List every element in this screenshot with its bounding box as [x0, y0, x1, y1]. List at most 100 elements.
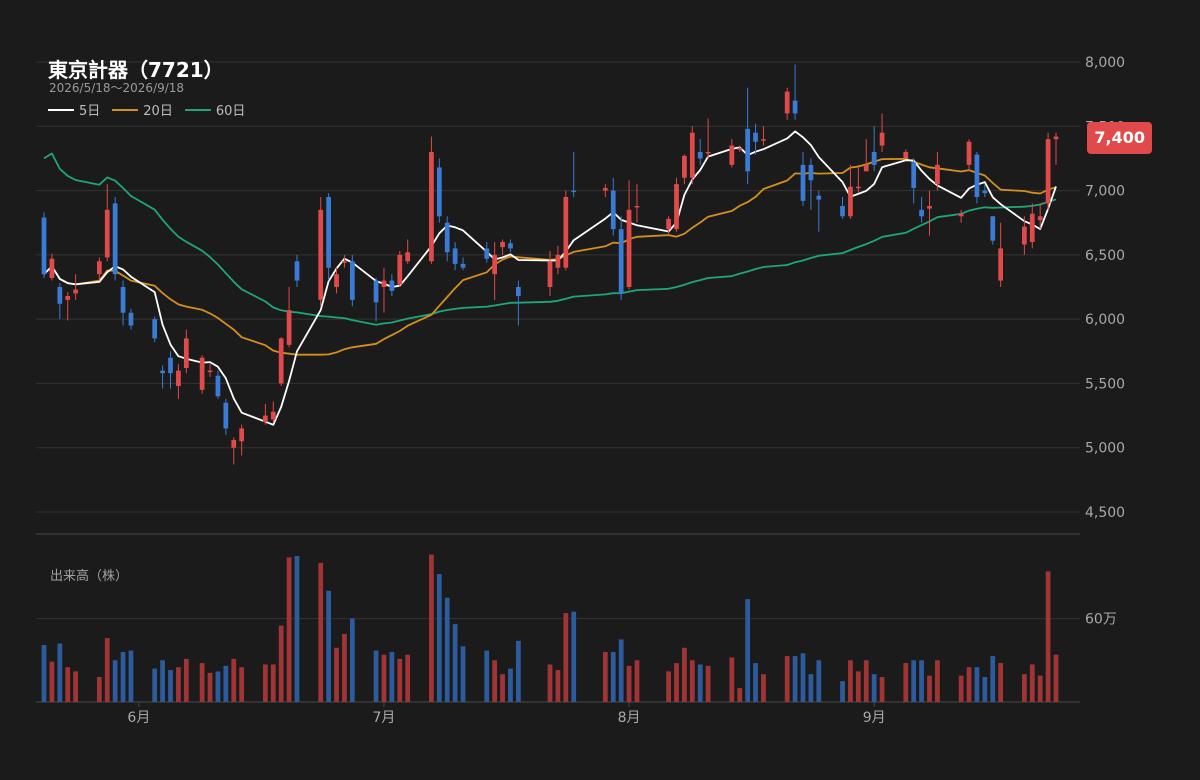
volume-bar — [974, 667, 980, 702]
volume-bar — [863, 660, 869, 702]
candle-body — [436, 167, 442, 217]
volume-bar — [168, 670, 173, 702]
volume-bar — [634, 660, 640, 702]
candle-body — [349, 261, 355, 300]
candle-body — [563, 197, 569, 268]
candle-body — [927, 206, 932, 209]
volume-bar — [318, 562, 324, 702]
candle-body — [682, 155, 687, 178]
candle-body — [855, 186, 861, 189]
volume-bar — [207, 672, 213, 702]
legend: 5日 20日 60日 — [48, 100, 245, 119]
price-tick-label: 6,500 — [1085, 248, 1125, 264]
legend-swatch-ma20 — [112, 108, 139, 111]
legend-item-ma5: 5日 — [48, 100, 100, 119]
volume-bar — [737, 688, 743, 702]
candle-body — [96, 261, 102, 275]
candle-body — [112, 203, 118, 275]
volume-bar — [508, 668, 513, 702]
candle-body — [263, 415, 268, 422]
candle-body — [958, 213, 964, 217]
legend-label-ma20: 20日 — [143, 104, 173, 119]
candle-body — [516, 287, 521, 296]
volume-panel-label: 出来高（株） — [50, 569, 129, 584]
candle-body — [784, 91, 790, 114]
candle-body — [571, 190, 577, 193]
candle-body — [863, 164, 869, 172]
volume-bar — [682, 647, 687, 702]
candle-body — [270, 411, 276, 420]
volume-bar — [405, 654, 411, 702]
volume-bar — [349, 618, 355, 702]
candle-body — [761, 139, 766, 141]
volume-bar — [626, 665, 632, 702]
candle-body — [484, 248, 490, 259]
volume-bar — [911, 660, 917, 702]
x-tick-label: 8月 — [618, 710, 641, 726]
volume-bar — [326, 590, 331, 702]
grid-layer — [36, 61, 1080, 703]
volume-bar — [903, 663, 909, 702]
volume-bar — [342, 633, 347, 702]
candle-body — [223, 402, 229, 429]
candle-body — [73, 289, 78, 294]
candle-body — [508, 243, 513, 249]
last-price-badge: 7,400 — [1087, 122, 1152, 154]
candle-body — [278, 338, 284, 384]
volume-bar — [1053, 654, 1059, 702]
candle-body — [919, 209, 924, 217]
candle-body — [705, 152, 711, 154]
volume-bar — [183, 658, 189, 702]
volume-bar — [444, 597, 450, 702]
volume-bar — [816, 660, 822, 702]
price-tick-label: 5,500 — [1085, 376, 1125, 392]
volume-bar — [270, 664, 276, 702]
candle-body — [998, 248, 1004, 281]
candle-body — [966, 141, 972, 165]
volume-bar — [73, 671, 78, 702]
candle-body — [286, 310, 292, 345]
volume-bar — [966, 667, 972, 702]
chart-title: 東京計器（7721） — [48, 58, 224, 82]
candle-body — [452, 248, 458, 264]
volume-bar — [160, 660, 165, 702]
volume-bar — [263, 664, 268, 702]
candle-layer — [41, 64, 1059, 465]
candle-body — [49, 258, 55, 278]
volume-bar — [104, 638, 110, 702]
volume-bar — [563, 613, 569, 702]
volume-bar — [1029, 664, 1035, 702]
candle-body — [808, 164, 814, 181]
legend-swatch-ma60 — [184, 108, 211, 111]
price-tick-label: 6,000 — [1085, 312, 1125, 328]
volume-bar — [547, 664, 553, 702]
candle-body — [381, 280, 387, 287]
candle-body — [816, 195, 822, 200]
volume-bar — [610, 651, 616, 702]
candle-body — [160, 370, 165, 374]
candle-body — [848, 186, 853, 217]
candle-body — [104, 209, 110, 258]
volume-bar — [784, 656, 790, 702]
candle-body — [318, 209, 324, 300]
legend-label-ma60: 60日 — [215, 104, 246, 119]
volume-bar — [927, 675, 932, 702]
candle-body — [982, 190, 988, 194]
candle-body — [745, 128, 751, 172]
candle-body — [1022, 226, 1027, 245]
price-tick-label: 4,500 — [1085, 505, 1125, 521]
volume-bar — [800, 653, 806, 702]
candle-body — [618, 229, 624, 294]
candle-body — [792, 100, 798, 114]
volume-bar — [215, 671, 221, 702]
volume-bar — [57, 643, 63, 702]
candle-body — [547, 261, 553, 287]
price-tick-label: 7,000 — [1085, 184, 1125, 200]
volume-bar — [871, 674, 877, 702]
candle-body — [555, 254, 561, 268]
volume-bar — [1045, 571, 1051, 702]
candle-body — [183, 338, 189, 368]
x-tick-label: 6月 — [127, 710, 150, 726]
volume-bar — [935, 660, 940, 702]
candle-body — [674, 184, 679, 230]
